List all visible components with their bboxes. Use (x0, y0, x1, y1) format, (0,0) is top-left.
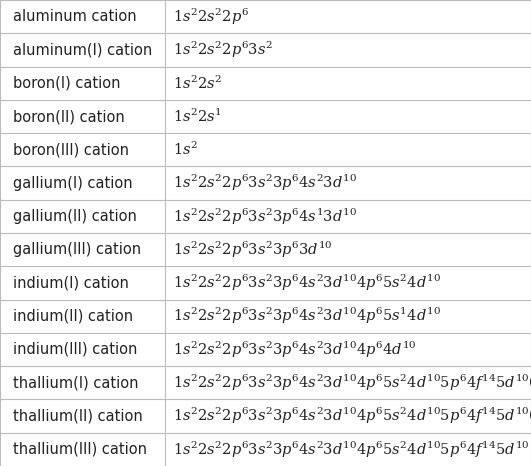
Text: gallium(I) cation: gallium(I) cation (13, 176, 133, 191)
Text: boron(II) cation: boron(II) cation (13, 109, 125, 124)
Text: indium(III) cation: indium(III) cation (13, 342, 138, 357)
Text: $1s^22s^22p^63s^2$: $1s^22s^22p^63s^2$ (173, 40, 272, 60)
Text: $1s^22s^22p^63s^23p^64s^23d^{10}4p^65s^24d^{10}5p^64f^{14}5d^{10}6s^2$: $1s^22s^22p^63s^23p^64s^23d^{10}4p^65s^2… (173, 373, 531, 393)
Text: $1s^22s^22p^6$: $1s^22s^22p^6$ (173, 7, 249, 27)
Text: boron(III) cation: boron(III) cation (13, 142, 129, 158)
Text: indium(I) cation: indium(I) cation (13, 275, 129, 290)
Text: $1s^22s^22p^63s^23p^64s^13d^{10}$: $1s^22s^22p^63s^23p^64s^13d^{10}$ (173, 206, 357, 226)
Text: $1s^22s^22p^63s^23p^64s^23d^{10}$: $1s^22s^22p^63s^23p^64s^23d^{10}$ (173, 173, 357, 193)
Text: boron(I) cation: boron(I) cation (13, 75, 121, 91)
Text: $1s^22s^22p^63s^23p^64s^23d^{10}4p^65s^14d^{10}$: $1s^22s^22p^63s^23p^64s^23d^{10}4p^65s^1… (173, 306, 440, 326)
Text: $1s^22s^22p^63s^23p^64s^23d^{10}4p^65s^24d^{10}5p^64f^{14}5d^{10}6s^1$: $1s^22s^22p^63s^23p^64s^23d^{10}4p^65s^2… (173, 406, 531, 426)
Text: thallium(I) cation: thallium(I) cation (13, 375, 139, 391)
Text: $1s^22s^2$: $1s^22s^2$ (173, 75, 222, 92)
Text: aluminum(I) cation: aluminum(I) cation (13, 42, 152, 57)
Text: gallium(II) cation: gallium(II) cation (13, 209, 137, 224)
Text: thallium(III) cation: thallium(III) cation (13, 442, 147, 457)
Text: $1s^22s^22p^63s^23p^64s^23d^{10}4p^65s^24d^{10}$: $1s^22s^22p^63s^23p^64s^23d^{10}4p^65s^2… (173, 273, 440, 293)
Text: indium(II) cation: indium(II) cation (13, 308, 133, 324)
Text: aluminum cation: aluminum cation (13, 9, 137, 24)
Text: thallium(II) cation: thallium(II) cation (13, 409, 143, 424)
Text: $1s^22s^1$: $1s^22s^1$ (173, 108, 221, 125)
Text: gallium(III) cation: gallium(III) cation (13, 242, 141, 257)
Text: $1s^22s^22p^63s^23p^64s^23d^{10}4p^65s^24d^{10}5p^64f^{14}5d^{10}$: $1s^22s^22p^63s^23p^64s^23d^{10}4p^65s^2… (173, 439, 529, 459)
Text: $1s^2$: $1s^2$ (173, 141, 198, 158)
Text: $1s^22s^22p^63s^23p^63d^{10}$: $1s^22s^22p^63s^23p^63d^{10}$ (173, 240, 332, 260)
Text: $1s^22s^22p^63s^23p^64s^23d^{10}4p^64d^{10}$: $1s^22s^22p^63s^23p^64s^23d^{10}4p^64d^{… (173, 339, 416, 360)
